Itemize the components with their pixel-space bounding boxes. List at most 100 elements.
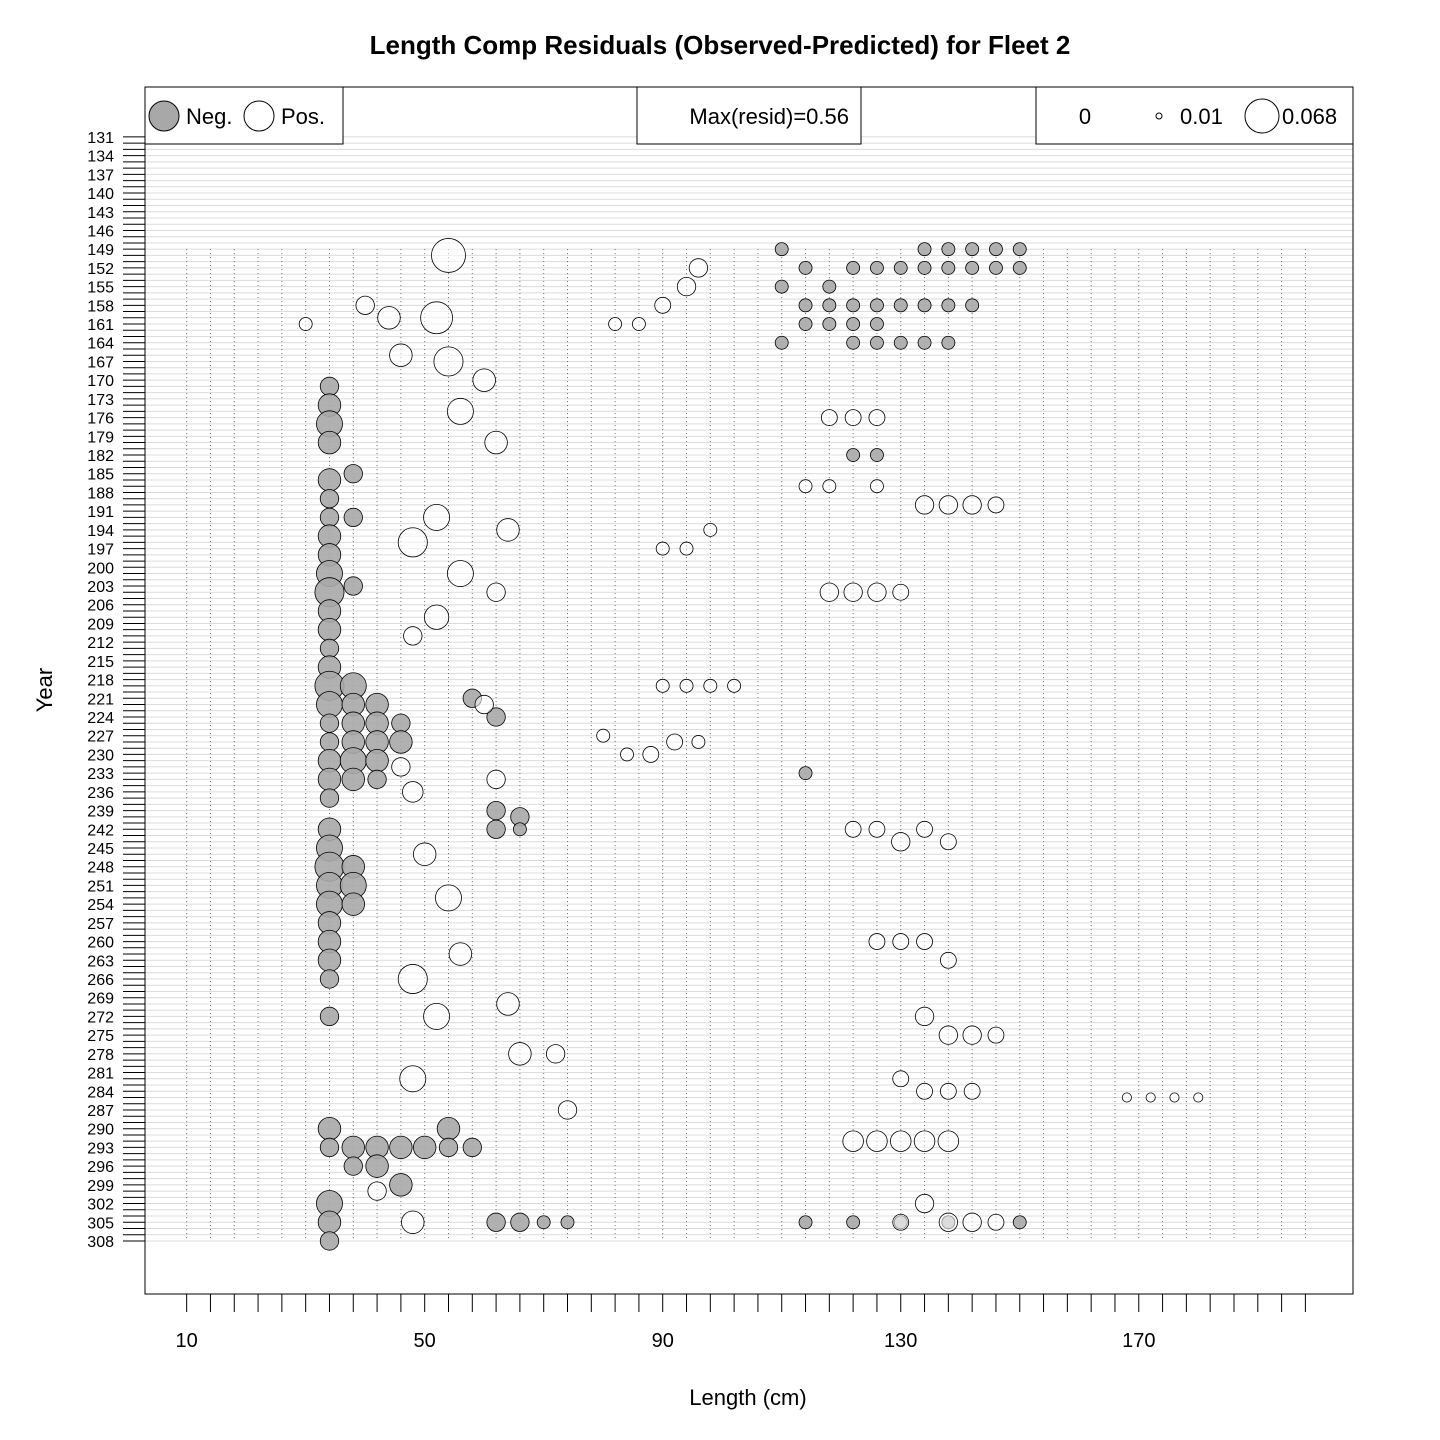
x-axis: 10 50 90 130 170 — [176, 1294, 1306, 1352]
positive-bubble — [842, 1130, 864, 1152]
x-tick-label: 170 — [1122, 1330, 1155, 1352]
positive-bubble — [298, 317, 313, 331]
negative-bubble — [486, 819, 506, 839]
positive-bubble — [448, 942, 473, 966]
negative-bubble — [341, 892, 365, 916]
y-tick-label: 182 — [87, 448, 114, 465]
negative-bubble — [319, 638, 340, 659]
negative-bubble — [319, 969, 340, 989]
y-tick-label: 260 — [87, 935, 114, 952]
legend-pos-label: Pos. — [281, 104, 325, 129]
negative-bubble — [917, 242, 932, 257]
negative-bubble — [317, 430, 342, 455]
negative-bubble — [462, 1137, 482, 1158]
positive-bubble — [798, 479, 813, 494]
negative-bubble — [486, 800, 506, 821]
positive-bubble — [916, 1082, 933, 1100]
positive-bubble — [870, 479, 884, 494]
y-tick-label: 155 — [87, 280, 114, 297]
positive-bubble — [916, 820, 933, 838]
positive-bubble — [420, 301, 453, 335]
y-tick-label: 218 — [87, 673, 114, 690]
y-tick-label: 293 — [87, 1140, 114, 1157]
negative-bubble — [536, 1215, 551, 1230]
negative-bubble — [798, 298, 813, 313]
negative-bubble — [1012, 260, 1027, 275]
negative-bubble — [965, 260, 980, 275]
legend-size-1-symbol — [1155, 112, 1163, 120]
y-tick-label: 236 — [87, 785, 114, 802]
negative-bubble — [319, 713, 340, 733]
legend-neg-symbol — [148, 100, 180, 132]
negative-bubble — [319, 788, 340, 808]
y-tick-label: 131 — [87, 130, 114, 147]
negative-bubble — [822, 298, 837, 313]
negative-bubble — [317, 767, 342, 792]
y-tick-label: 272 — [87, 1009, 114, 1026]
y-tick-label: 305 — [87, 1215, 114, 1232]
negative-bubble — [870, 335, 884, 350]
legend-size-2-symbol — [1244, 98, 1280, 134]
x-tick-label: 90 — [652, 1330, 674, 1352]
negative-bubble — [367, 769, 387, 790]
positive-bubble — [446, 560, 474, 587]
legend-pos-symbol — [243, 100, 275, 132]
positive-bubble — [399, 1065, 427, 1093]
negative-bubble — [317, 1210, 342, 1234]
positive-bubble — [391, 757, 411, 777]
negative-bubble — [317, 617, 342, 642]
negative-bubble — [965, 298, 980, 313]
positive-bubble — [367, 1181, 387, 1201]
negative-bubble — [319, 732, 340, 752]
negative-bubble — [412, 1135, 437, 1160]
negative-bubble — [319, 507, 340, 528]
positive-bubble — [596, 728, 611, 743]
y-tick-label: 200 — [87, 560, 114, 577]
legend: Neg. Pos. Max(resid)=0.56 0 0.01 0.068 — [144, 86, 1354, 145]
y-tick-label: 143 — [87, 205, 114, 222]
y-tick-label: 269 — [87, 991, 114, 1008]
legend-size-2-label: 0.068 — [1282, 104, 1337, 129]
negative-bubble — [941, 335, 956, 350]
y-tick-label: 263 — [87, 953, 114, 970]
negative-bubble — [822, 317, 837, 331]
y-tick-label: 266 — [87, 972, 114, 989]
y-tick-label: 185 — [87, 467, 114, 484]
negative-bubble — [846, 448, 861, 462]
positive-bubble — [913, 1130, 936, 1152]
positive-bubble — [962, 1212, 982, 1232]
legend-max-box — [636, 86, 862, 145]
y-tick-label: 212 — [87, 635, 114, 652]
negative-bubble — [341, 1135, 365, 1160]
positive-bubble — [355, 295, 375, 315]
y-tick-label: 230 — [87, 747, 114, 764]
y-tick-label: 191 — [87, 504, 114, 521]
negative-bubble — [343, 464, 363, 484]
negative-bubble — [893, 298, 908, 313]
y-tick-label: 215 — [87, 654, 114, 671]
positive-bubble — [1193, 1092, 1204, 1103]
positive-bubble — [914, 1006, 935, 1027]
positive-bubble — [655, 678, 670, 693]
positive-bubble — [914, 495, 935, 515]
positive-bubble — [484, 430, 508, 455]
y-tick-label: 179 — [87, 429, 114, 446]
positive-bubble — [631, 317, 646, 331]
y-tick-label: 248 — [87, 860, 114, 877]
positive-bubble — [403, 626, 423, 646]
negative-bubble — [798, 260, 813, 275]
y-tick-label: 290 — [87, 1122, 114, 1139]
negative-bubble — [846, 260, 861, 275]
positive-bubble — [401, 1210, 425, 1234]
positive-bubble — [868, 820, 886, 838]
positive-bubble — [423, 503, 451, 531]
positive-bubble — [508, 1042, 532, 1066]
positive-bubble — [820, 409, 838, 426]
positive-bubble — [962, 495, 982, 515]
positive-bubble — [608, 317, 623, 331]
negative-bubble — [319, 1137, 340, 1158]
negative-bubble — [343, 576, 363, 596]
y-tick-label: 134 — [87, 149, 114, 166]
negative-bubble — [917, 260, 932, 275]
